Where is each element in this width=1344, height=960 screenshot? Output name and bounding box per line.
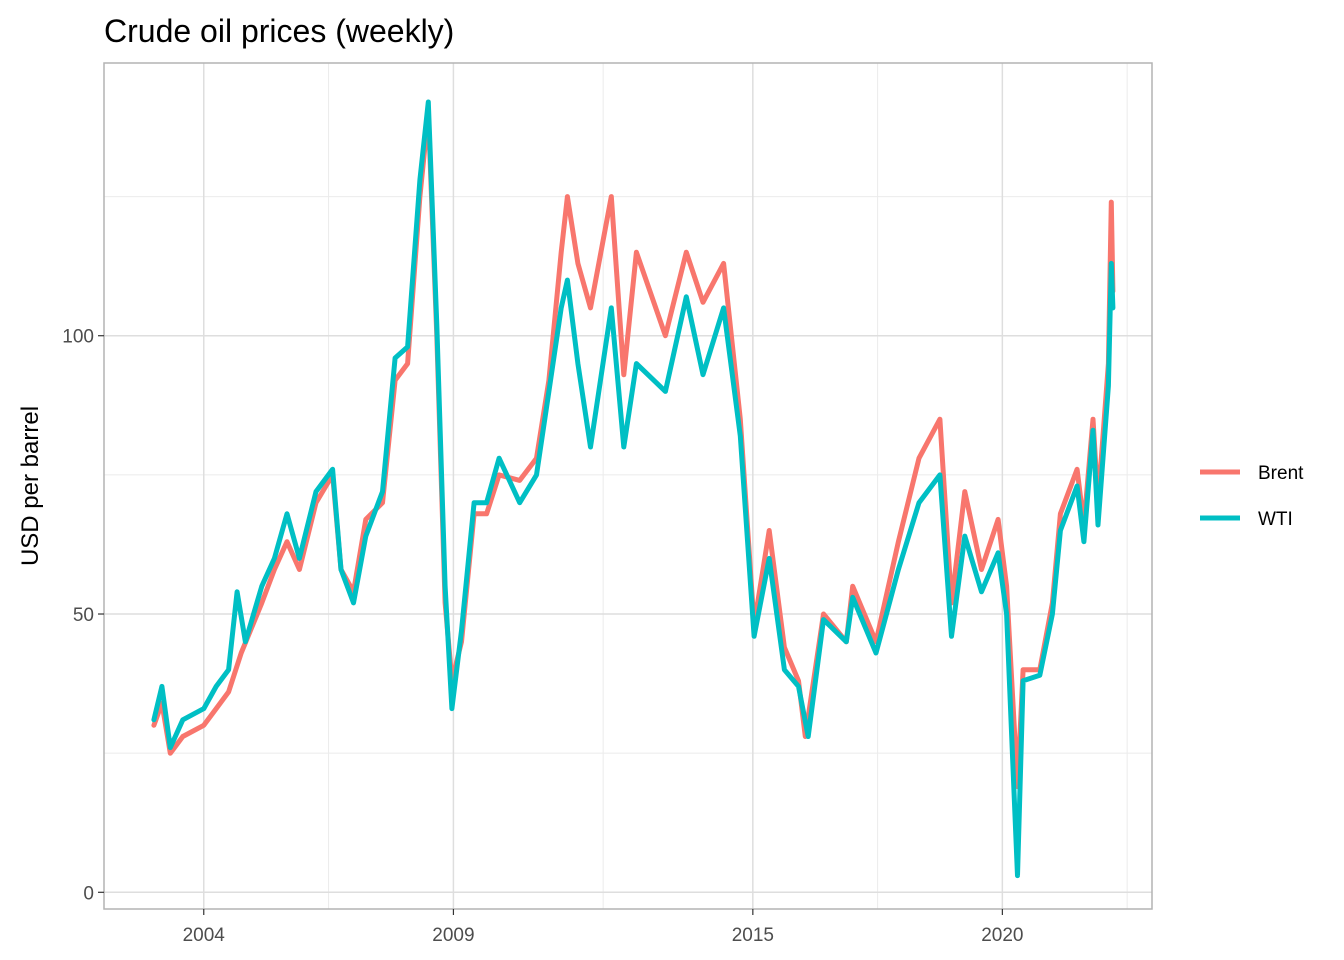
series-line-wti xyxy=(151,99,1116,879)
x-axis-ticks: 2004 2009 2015 2020 xyxy=(183,909,1024,946)
plot-panel-border xyxy=(103,62,1153,910)
x-tick-label: 2020 xyxy=(981,925,1023,946)
x-tick-label: 2004 xyxy=(183,925,226,946)
chart-title: Crude oil prices (weekly) xyxy=(104,13,454,49)
legend: Brent WTI xyxy=(1200,463,1304,530)
series-line-brent xyxy=(151,110,1116,790)
legend-label-wti: WTI xyxy=(1258,509,1293,530)
y-tick-label: 100 xyxy=(62,327,94,348)
y-axis-ticks: 0 50 100 xyxy=(62,327,104,904)
series-layer xyxy=(151,99,1116,879)
x-tick-label: 2009 xyxy=(432,925,474,946)
x-tick-label: 2015 xyxy=(732,925,774,946)
y-tick-label: 0 xyxy=(83,883,94,904)
y-axis-title: USD per barrel xyxy=(17,406,44,566)
y-tick-label: 50 xyxy=(73,605,94,626)
gridlines xyxy=(104,63,1152,909)
legend-label-brent: Brent xyxy=(1258,463,1304,484)
